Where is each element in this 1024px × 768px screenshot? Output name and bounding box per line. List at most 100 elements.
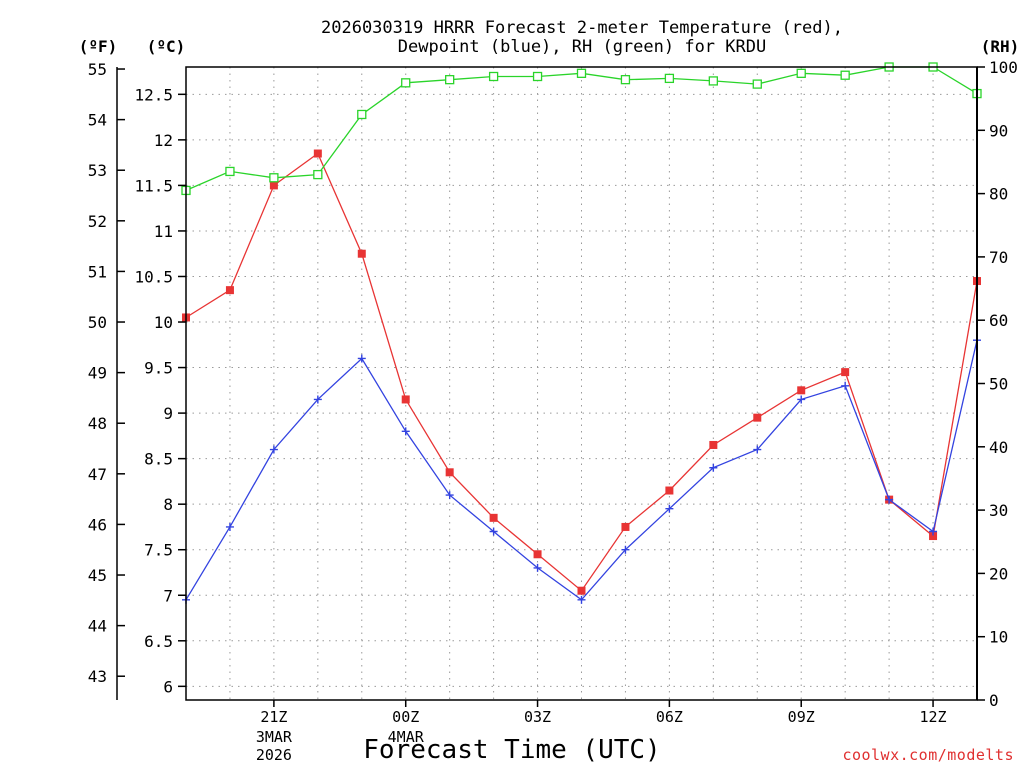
rh-point — [313, 169, 323, 180]
temperature-point — [665, 486, 674, 495]
rh-point — [532, 71, 543, 82]
rh-unit-label: (RH) — [981, 37, 1020, 56]
fahrenheit-tick-label: 54 — [88, 111, 107, 130]
credit-link[interactable]: coolwx.com/modelts — [842, 746, 1014, 764]
fahrenheit-tick-label: 45 — [88, 566, 107, 585]
celsius-tick-label: 8 — [163, 495, 173, 514]
fahrenheit-tick-label: 49 — [88, 364, 107, 383]
temperature-point — [225, 286, 234, 295]
rh-tick-label: 60 — [989, 311, 1008, 330]
axes: 43 44 45 46 47 48 49 50 51 52 53 54 55 6 6.5 7 7.5 8 8.5 9 9… — [88, 58, 1018, 764]
rh-point — [664, 73, 675, 84]
rh-tick-label: 20 — [989, 564, 1008, 583]
dewpoint-point — [885, 495, 894, 504]
rh-point — [620, 75, 631, 85]
dewpoint-point — [621, 545, 630, 554]
temperature-point — [445, 468, 454, 477]
plot-border — [185, 66, 978, 701]
celsius-tick-label: 12.5 — [134, 85, 173, 104]
rh-point — [357, 109, 367, 120]
celsius-tick-label: 8.5 — [144, 450, 173, 469]
fahrenheit-tick-label: 44 — [88, 617, 107, 636]
rh-point — [708, 76, 718, 86]
chart-subtitle: Dewpoint (blue), RH (green) for KRDU — [398, 37, 766, 57]
dewpoint-point — [445, 491, 454, 500]
rh-point — [225, 166, 235, 177]
fahrenheit-tick-label: 55 — [88, 60, 107, 79]
rh-point — [445, 75, 455, 85]
fahrenheit-tick-label: 52 — [88, 212, 107, 231]
temperature-point — [577, 586, 586, 595]
celsius-tick-label: 6.5 — [144, 632, 173, 651]
x-tick-label: 00Z — [392, 708, 419, 726]
dewpoint-point — [841, 381, 850, 390]
dewpoint-point — [357, 354, 366, 363]
dewpoint-point — [401, 427, 410, 436]
rh-point — [752, 79, 762, 89]
rh-tick-label: 80 — [989, 185, 1008, 204]
temperature-point — [489, 513, 498, 522]
dewpoint-point — [797, 395, 806, 404]
fahrenheit-tick-label: 43 — [88, 667, 107, 686]
x-tick-date: 4MAR — [388, 728, 425, 746]
celsius-unit-label: (ºC) — [147, 37, 186, 56]
fahrenheit-tick-label: 48 — [88, 414, 107, 433]
dewpoint-point — [929, 527, 938, 536]
temperature-point — [709, 440, 718, 449]
chart-title: 2026030319 HRRR Forecast 2-meter Tempera… — [321, 18, 843, 38]
temperature-point — [797, 386, 806, 395]
x-tick-label: 21Z — [260, 708, 287, 726]
celsius-tick-label: 11.5 — [134, 176, 173, 195]
celsius-tick-label: 9 — [163, 404, 173, 423]
rh-point — [488, 71, 499, 82]
x-tick-label: 09Z — [788, 708, 815, 726]
rh-tick-label: 10 — [989, 628, 1008, 647]
celsius-tick-label: 7 — [163, 586, 173, 605]
temperature-point — [533, 550, 542, 559]
celsius-tick-label: 7.5 — [144, 541, 173, 560]
rh-tick-label: 70 — [989, 248, 1008, 267]
dewpoint-point — [665, 504, 674, 513]
dewpoint-point — [225, 522, 234, 531]
celsius-tick-label: 10 — [154, 313, 173, 332]
rh-tick-label: 50 — [989, 375, 1008, 394]
celsius-tick-label: 9.5 — [144, 359, 173, 378]
x-tick-date: 3MAR — [256, 728, 293, 746]
x-tick-year: 2026 — [256, 746, 292, 764]
rh-tick-label: 90 — [989, 121, 1008, 140]
temperature-point — [841, 368, 850, 377]
gridlines — [185, 67, 978, 700]
dewpoint-point — [489, 527, 498, 536]
dewpoint-point — [313, 395, 322, 404]
fahrenheit-tick-label: 46 — [88, 515, 107, 534]
dewpoint-point — [269, 445, 278, 454]
x-tick-label: 12Z — [920, 708, 947, 726]
x-tick-label: 06Z — [656, 708, 683, 726]
rh-tick-label: 40 — [989, 438, 1008, 457]
x-tick-label: 03Z — [524, 708, 551, 726]
dewpoint-point — [709, 463, 718, 472]
x-axis-label: Forecast Time (UTC) — [363, 735, 660, 765]
temperature-point — [313, 149, 322, 158]
fahrenheit-tick-label: 53 — [88, 161, 107, 180]
fahrenheit-tick-label: 47 — [88, 465, 107, 484]
fahrenheit-unit-label: (ºF) — [79, 37, 118, 56]
temperature-point — [401, 395, 410, 404]
temperature-point — [929, 532, 938, 541]
fahrenheit-tick-label: 50 — [88, 313, 107, 332]
temperature-point — [621, 522, 630, 531]
celsius-tick-label: 12 — [154, 131, 173, 150]
rh-point — [576, 68, 587, 78]
temperature-point — [357, 249, 366, 258]
rh-tick-label: 30 — [989, 501, 1008, 520]
fahrenheit-tick-label: 51 — [88, 262, 107, 281]
rh-point — [401, 78, 411, 88]
dewpoint-point — [753, 445, 762, 454]
temperature-point — [753, 413, 762, 422]
rh-point — [840, 70, 850, 80]
dewpoint-point — [577, 595, 586, 604]
rh-tick-label: 0 — [989, 691, 999, 710]
celsius-tick-label: 10.5 — [134, 267, 173, 286]
celsius-tick-label: 6 — [163, 677, 173, 696]
